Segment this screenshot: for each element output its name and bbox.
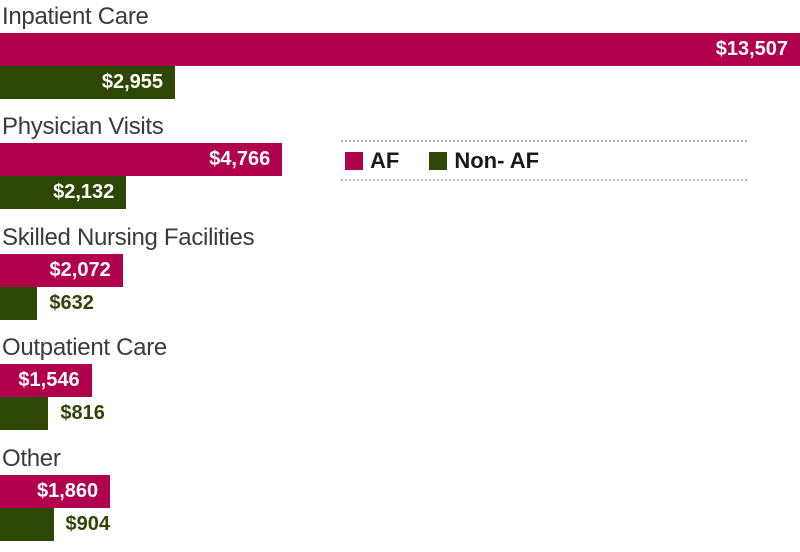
bar-af: $4,766 bbox=[0, 143, 283, 177]
bar-track-non-af: $816 bbox=[0, 397, 800, 431]
bar-track-af: $13,507 bbox=[0, 33, 800, 66]
bar-non-af: $2,132 bbox=[0, 176, 127, 210]
bar-af: $13,507 bbox=[0, 33, 800, 66]
bar-track-af: $2,072 bbox=[0, 253, 800, 287]
bar-track-non-af: $632 bbox=[0, 286, 800, 320]
bar-af: $2,072 bbox=[0, 253, 123, 287]
legend: AF Non- AF bbox=[341, 140, 747, 181]
legend-label-af: AF bbox=[370, 147, 400, 173]
chart-row-other: Other $1,860 $904 bbox=[0, 442, 800, 552]
bar-non-af bbox=[0, 507, 54, 541]
bar-value-label: $1,860 bbox=[36, 479, 99, 502]
bar-value-label: $13,507 bbox=[715, 38, 788, 60]
category-label: Other bbox=[2, 444, 61, 472]
bar-value-label: $2,955 bbox=[101, 71, 164, 93]
bar-track-af: $1,546 bbox=[0, 364, 800, 398]
legend-swatch-non-af bbox=[429, 151, 448, 170]
bar-af: $1,546 bbox=[0, 364, 92, 398]
bar-track-af: $4,766 bbox=[0, 143, 800, 177]
bar-value-label: $2,072 bbox=[49, 258, 111, 281]
category-label: Inpatient Care bbox=[2, 3, 149, 30]
bar-value-label: $4,766 bbox=[209, 148, 271, 171]
chart-row-skilled-nursing-facilities: Skilled Nursing Facilities $2,072 $632 bbox=[0, 221, 800, 331]
chart-row-inpatient-care: Inpatient Care $13,507 $2,955 bbox=[0, 0, 800, 110]
bar-value-label: $632 bbox=[49, 291, 94, 314]
chart-row-physician-visits: Physician Visits $4,766 $2,132 bbox=[0, 110, 800, 220]
bar-non-af bbox=[0, 397, 49, 431]
bar-track-non-af: $2,132 bbox=[0, 176, 800, 210]
bar-value-label: $904 bbox=[65, 512, 111, 535]
category-label: Outpatient Care bbox=[2, 334, 167, 362]
bar-track-non-af: $2,955 bbox=[0, 66, 800, 99]
bar-value-label: $1,546 bbox=[18, 369, 80, 392]
bar-value-label: $2,132 bbox=[53, 181, 115, 204]
bar-value-label: $816 bbox=[60, 402, 105, 425]
bar-track-non-af: $904 bbox=[0, 507, 800, 541]
bar-track-af: $1,860 bbox=[0, 474, 800, 508]
legend-swatch-af bbox=[345, 151, 363, 170]
category-label: Skilled Nursing Facilities bbox=[2, 223, 255, 251]
bar-non-af bbox=[0, 286, 38, 320]
category-label: Physician Visits bbox=[2, 113, 164, 141]
bar-af: $1,860 bbox=[0, 474, 111, 508]
bar-non-af: $2,955 bbox=[0, 66, 176, 99]
legend-label-non-af: Non- AF bbox=[454, 147, 540, 173]
chart-row-outpatient-care: Outpatient Care $1,546 $816 bbox=[0, 331, 800, 441]
